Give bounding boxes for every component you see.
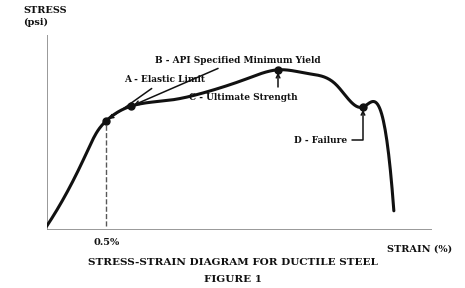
Text: D - Failure: D - Failure [293, 111, 365, 145]
Text: A - Elastic Limit: A - Elastic Limit [110, 75, 205, 118]
Text: C - Ultimate Strength: C - Ultimate Strength [189, 74, 298, 102]
Text: STRAIN (%): STRAIN (%) [386, 244, 452, 253]
Text: STRESS-STRAIN DIAGRAM FOR DUCTILE STEEL: STRESS-STRAIN DIAGRAM FOR DUCTILE STEEL [87, 257, 378, 267]
Text: STRESS
(psi): STRESS (psi) [23, 6, 67, 27]
Text: FIGURE 1: FIGURE 1 [204, 275, 261, 284]
Text: B - API Specified Minimum Yield: B - API Specified Minimum Yield [135, 56, 320, 105]
Text: 0.5%: 0.5% [93, 238, 120, 247]
